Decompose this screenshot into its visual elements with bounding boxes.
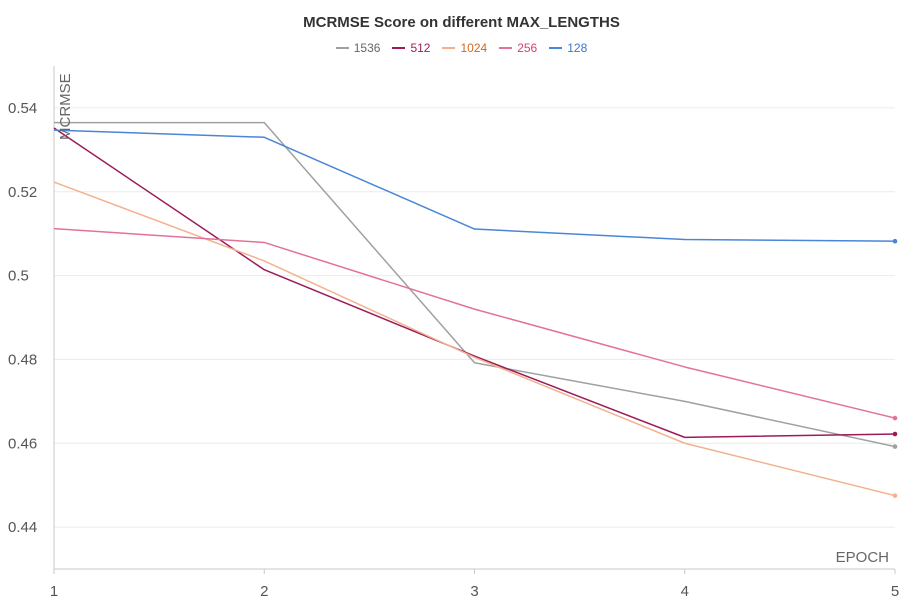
legend-label: 512 xyxy=(410,41,431,55)
series-endpoint-256 xyxy=(892,415,898,421)
series-line-256 xyxy=(53,227,896,419)
legend-swatch xyxy=(549,47,563,49)
chart-title: MCRMSE Score on different MAX_LENGTHS xyxy=(303,14,620,31)
y-tick-label: 0.48 xyxy=(8,351,37,368)
x-tick-label: 4 xyxy=(681,583,689,600)
legend-item-1536[interactable]: 1536 xyxy=(335,41,381,55)
x-axis-label: EPOCH xyxy=(836,549,889,566)
legend: 1536 512 1024 256 128 xyxy=(0,41,923,55)
x-tick-label: 1 xyxy=(50,583,58,600)
series-endpoint-512 xyxy=(892,431,898,437)
x-tick-label: 2 xyxy=(260,583,268,600)
legend-label: 256 xyxy=(517,41,538,55)
legend-item-256[interactable]: 256 xyxy=(499,41,537,55)
legend-swatch xyxy=(335,47,349,49)
legend-label: 1536 xyxy=(353,41,381,55)
legend-swatch xyxy=(499,47,513,49)
x-tick-label: 5 xyxy=(891,583,899,600)
y-axis-label: MCRMSE xyxy=(57,73,74,140)
y-tick-label: 0.54 xyxy=(8,100,37,117)
y-tick-label: 0.46 xyxy=(8,435,37,452)
series-line-128 xyxy=(53,129,896,242)
legend-swatch xyxy=(442,47,456,49)
legend-label: 128 xyxy=(567,41,588,55)
y-tick-label: 0.52 xyxy=(8,184,37,201)
axes: 0.44 0.46 0.48 0.5 0.52 0.54 1 2 3 4 5 xyxy=(8,66,899,600)
series-line-1024 xyxy=(53,181,896,497)
legend-swatch xyxy=(392,47,406,49)
legend-label: 1024 xyxy=(460,41,488,55)
series-endpoint-1024 xyxy=(892,493,898,498)
series-endpoint-1536 xyxy=(892,444,898,449)
series-line-512 xyxy=(53,127,896,439)
legend-item-1024[interactable]: 1024 xyxy=(442,41,487,55)
legend-item-512[interactable]: 512 xyxy=(392,41,430,55)
x-tick-label: 3 xyxy=(470,583,478,600)
series-line-1536 xyxy=(54,121,896,448)
legend-item-128[interactable]: 128 xyxy=(549,41,587,55)
y-tick-label: 0.5 xyxy=(8,268,29,285)
series-endpoint-128 xyxy=(892,238,898,244)
gridlines xyxy=(54,107,895,528)
series-lines xyxy=(53,121,898,498)
y-tick-label: 0.44 xyxy=(8,519,37,536)
